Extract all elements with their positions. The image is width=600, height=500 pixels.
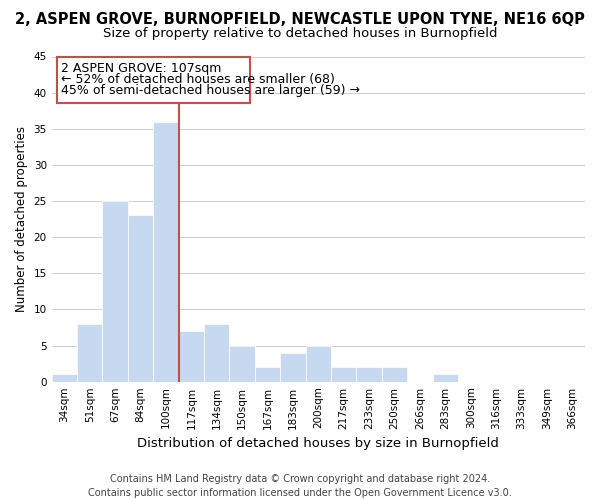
Bar <box>103 201 128 382</box>
Text: Size of property relative to detached houses in Burnopfield: Size of property relative to detached ho… <box>103 28 497 40</box>
Bar <box>77 324 103 382</box>
Text: Contains HM Land Registry data © Crown copyright and database right 2024.
Contai: Contains HM Land Registry data © Crown c… <box>88 474 512 498</box>
Bar <box>331 367 356 382</box>
Text: 2 ASPEN GROVE: 107sqm: 2 ASPEN GROVE: 107sqm <box>61 62 221 74</box>
Text: ← 52% of detached houses are smaller (68): ← 52% of detached houses are smaller (68… <box>61 73 334 86</box>
Bar <box>128 216 153 382</box>
FancyBboxPatch shape <box>57 56 250 104</box>
Bar <box>433 374 458 382</box>
Bar <box>204 324 229 382</box>
Text: 2, ASPEN GROVE, BURNOPFIELD, NEWCASTLE UPON TYNE, NE16 6QP: 2, ASPEN GROVE, BURNOPFIELD, NEWCASTLE U… <box>15 12 585 28</box>
Text: 45% of semi-detached houses are larger (59) →: 45% of semi-detached houses are larger (… <box>61 84 359 97</box>
Bar <box>255 367 280 382</box>
Bar <box>52 374 77 382</box>
Bar <box>280 353 305 382</box>
Bar <box>179 331 204 382</box>
Bar <box>229 346 255 382</box>
Bar <box>356 367 382 382</box>
X-axis label: Distribution of detached houses by size in Burnopfield: Distribution of detached houses by size … <box>137 437 499 450</box>
Bar <box>382 367 407 382</box>
Y-axis label: Number of detached properties: Number of detached properties <box>15 126 28 312</box>
Bar <box>305 346 331 382</box>
Bar <box>153 122 179 382</box>
